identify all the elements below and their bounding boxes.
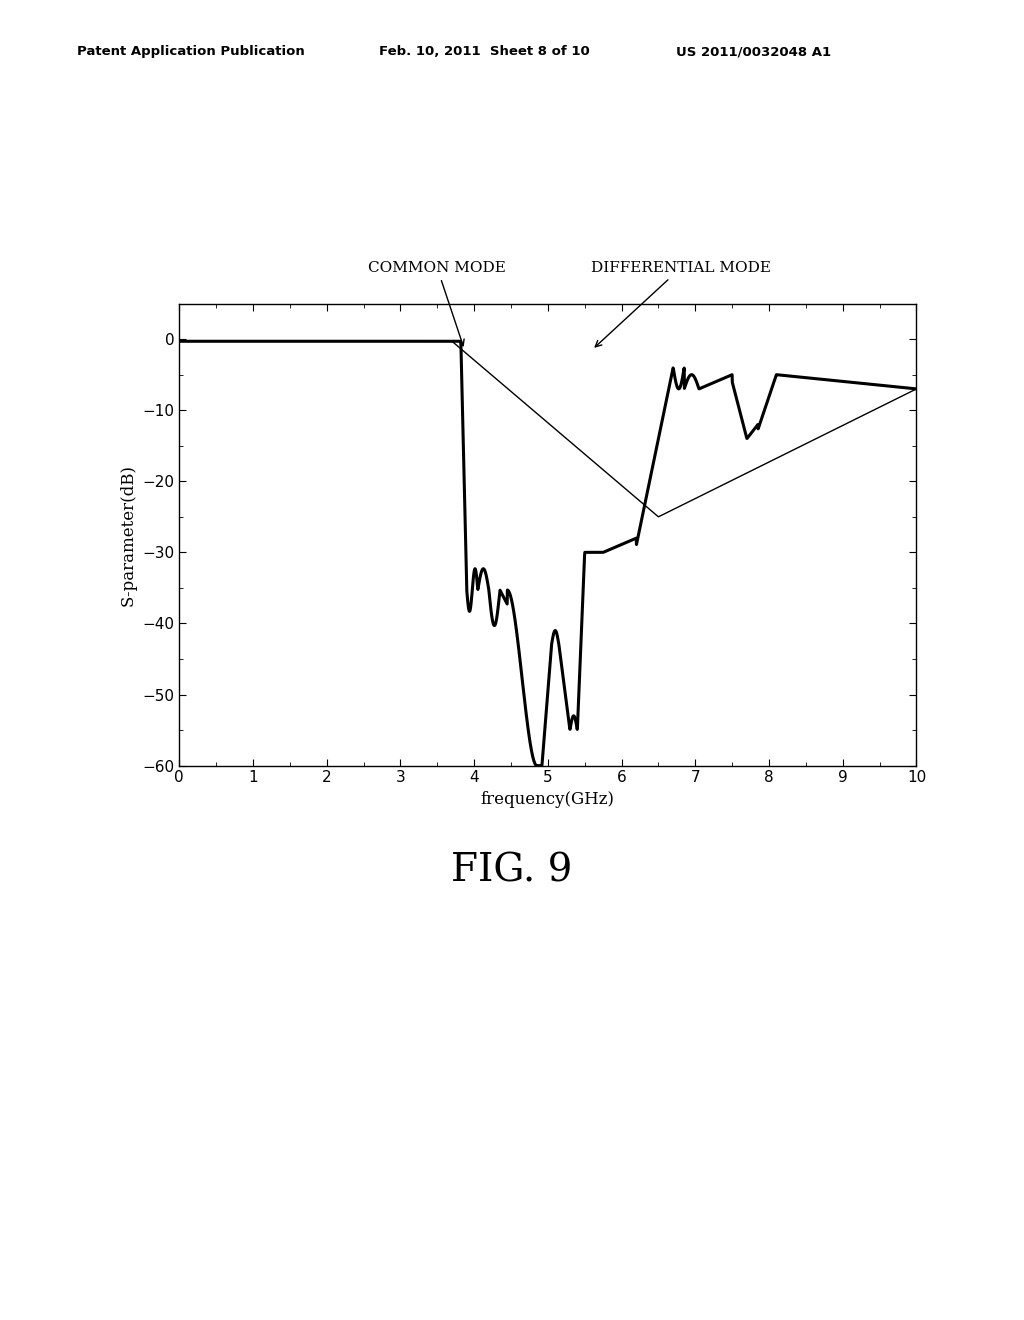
- Text: FIG. 9: FIG. 9: [452, 853, 572, 890]
- Text: DIFFERENTIAL MODE: DIFFERENTIAL MODE: [591, 261, 770, 347]
- Text: Patent Application Publication: Patent Application Publication: [77, 45, 304, 58]
- Text: COMMON MODE: COMMON MODE: [369, 261, 506, 346]
- Y-axis label: S-parameter(dB): S-parameter(dB): [120, 463, 136, 606]
- Text: Feb. 10, 2011  Sheet 8 of 10: Feb. 10, 2011 Sheet 8 of 10: [379, 45, 590, 58]
- Text: US 2011/0032048 A1: US 2011/0032048 A1: [676, 45, 830, 58]
- X-axis label: frequency(GHz): frequency(GHz): [481, 791, 614, 808]
